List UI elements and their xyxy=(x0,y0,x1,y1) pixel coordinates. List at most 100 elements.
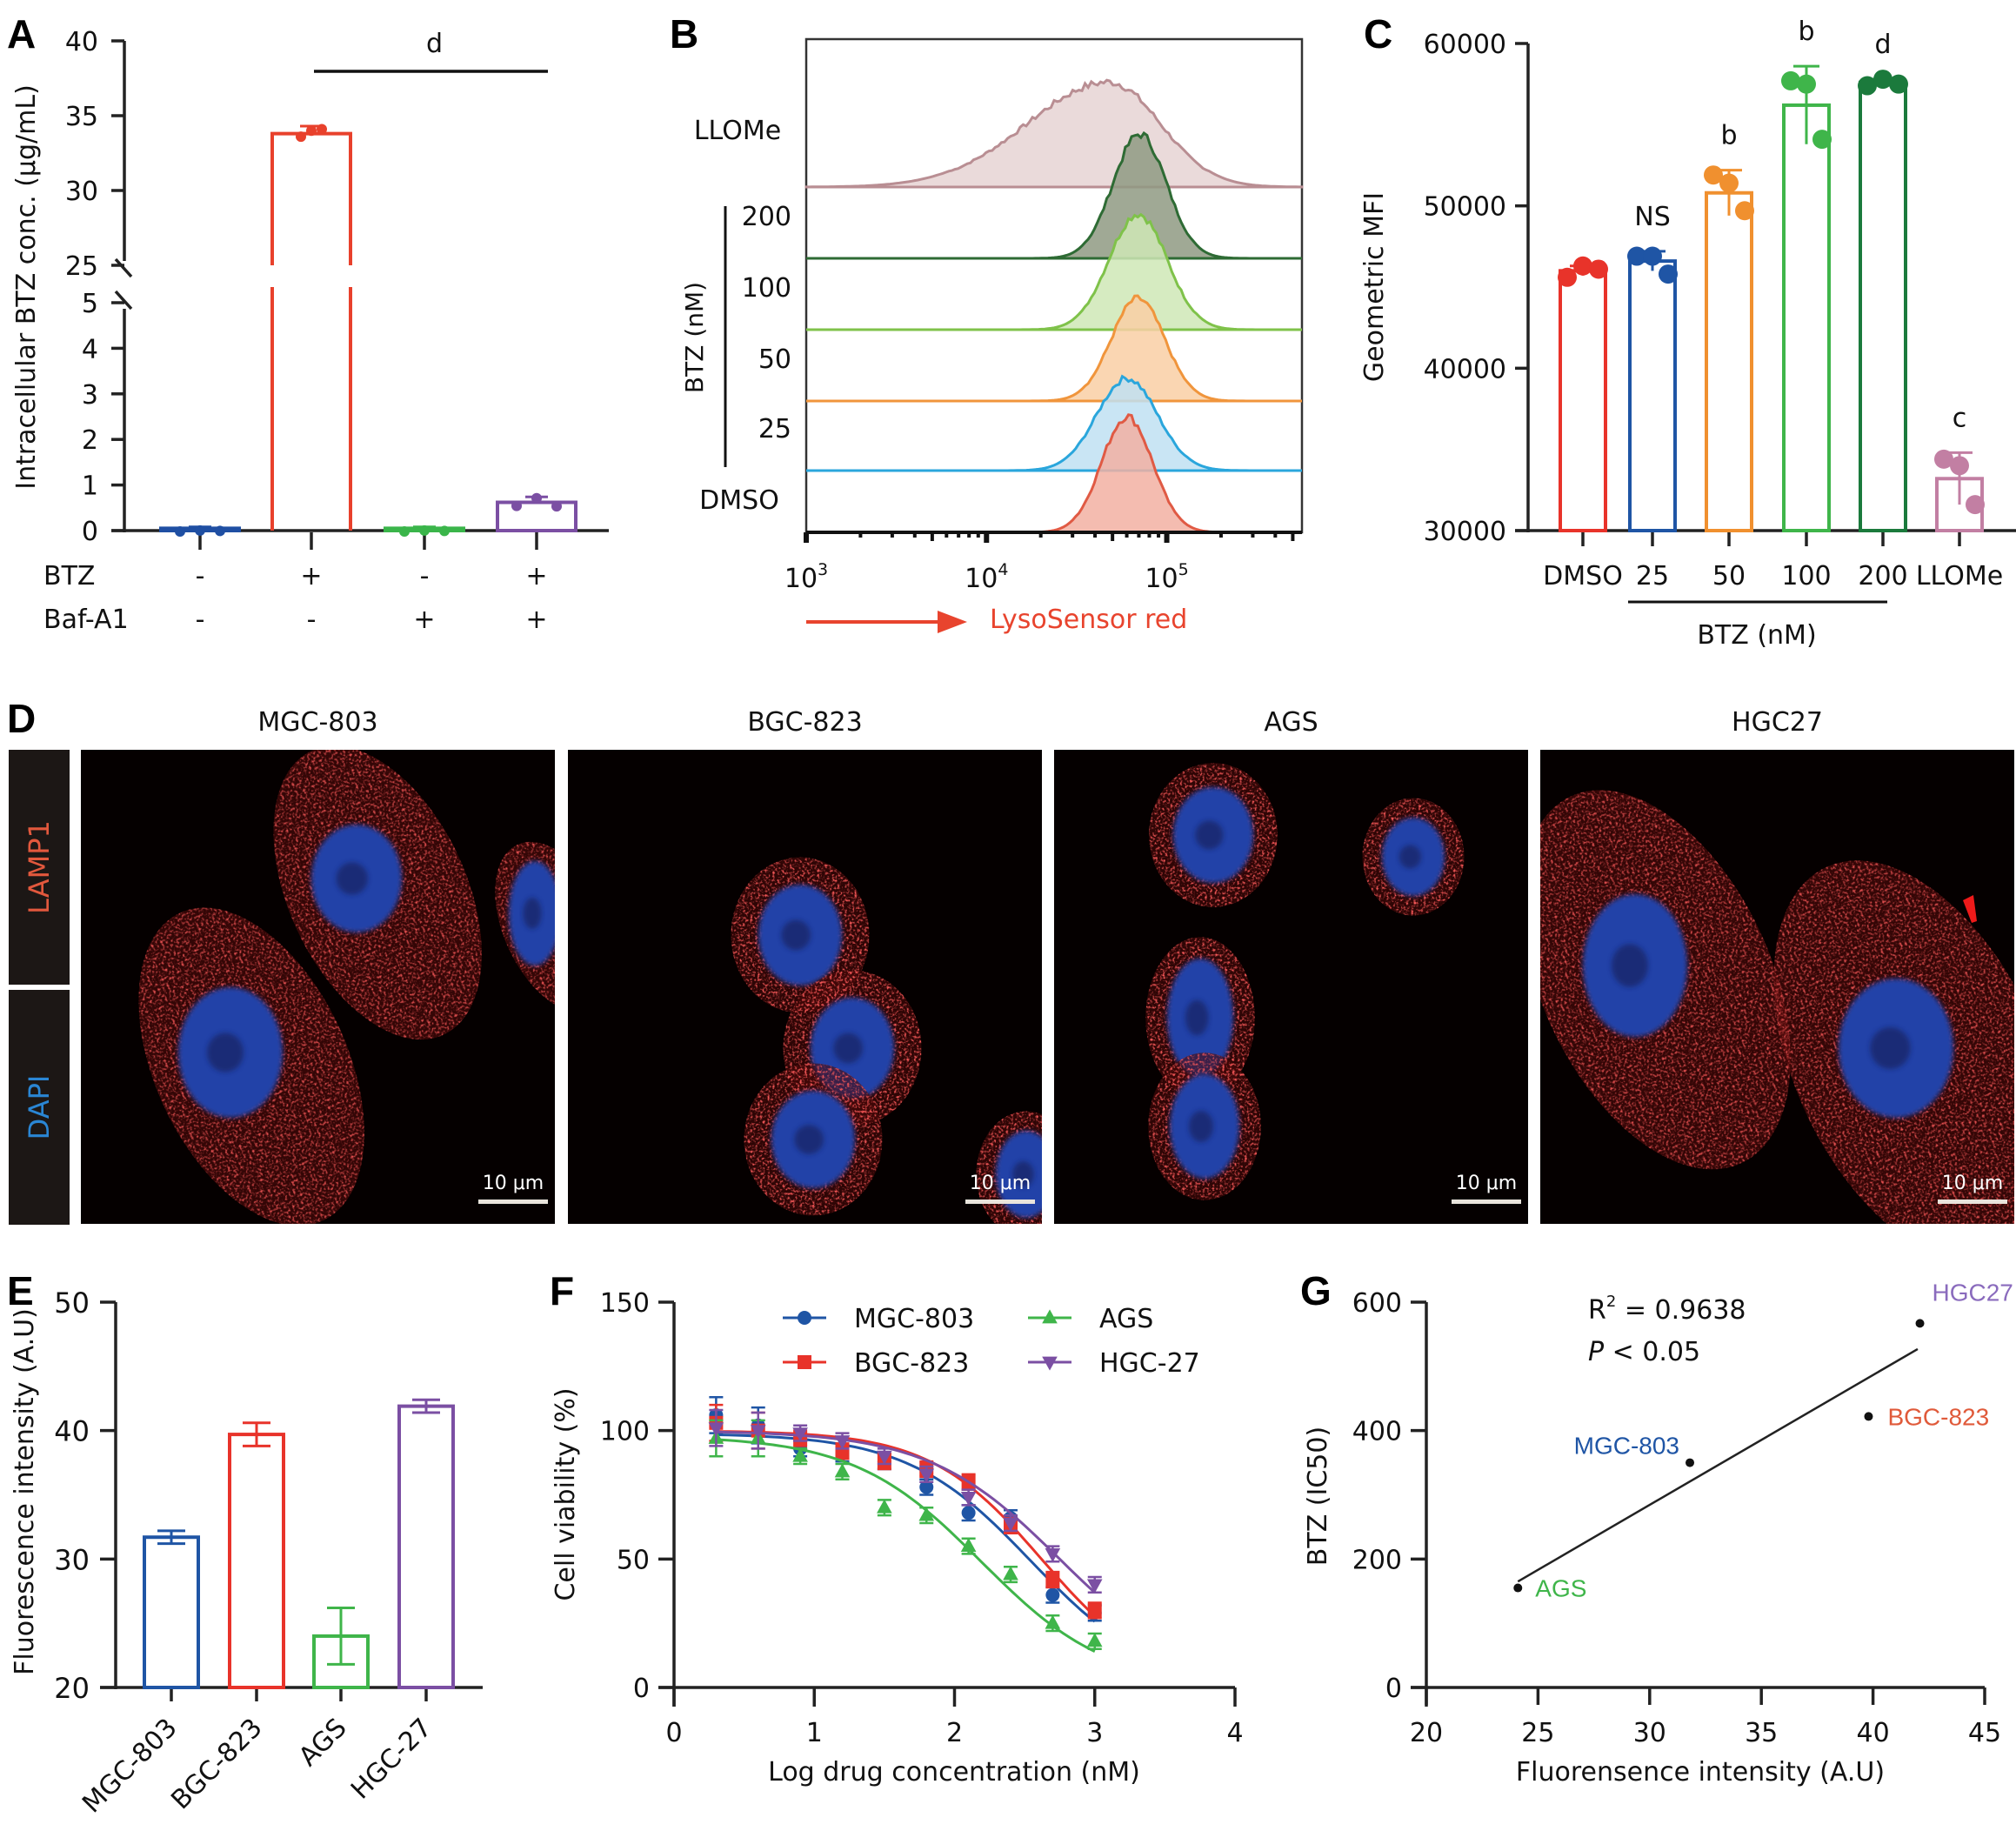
minor-tick xyxy=(1273,532,1278,538)
minor-tick xyxy=(957,532,961,538)
x-tick-label: 104 xyxy=(965,560,1008,594)
x-tick-label: LLOMe xyxy=(1916,561,2003,591)
data-point xyxy=(551,501,562,512)
significance-label: d xyxy=(426,29,443,59)
x-tick-label: MGC-803 xyxy=(77,1713,183,1819)
bar xyxy=(496,500,577,533)
y-tick-label: 30000 xyxy=(1424,517,1506,547)
point-label: HGC27 xyxy=(1933,1279,2013,1306)
x-tick-label: 4 xyxy=(1226,1718,1243,1748)
marker-triangle-down xyxy=(792,1427,808,1442)
x-tick-label: 1 xyxy=(806,1718,823,1748)
x-tick-label: HGC-27 xyxy=(345,1713,438,1806)
histogram-llome xyxy=(804,78,1304,189)
data-point xyxy=(1797,74,1816,94)
side-label-box-lamp1 xyxy=(9,750,70,985)
baf-sign: - xyxy=(307,605,317,635)
panel-label-b: B xyxy=(670,11,698,57)
y-tick-label: 50 xyxy=(617,1545,650,1575)
minor-tick xyxy=(1147,532,1152,538)
exponent: 3 xyxy=(818,560,828,579)
row-label-btz: BTZ xyxy=(43,561,95,591)
y-tick-label: 40 xyxy=(65,27,98,57)
minor-tick xyxy=(890,532,894,538)
data-point xyxy=(531,492,542,504)
panel-e: E Fluorescence intensity (A.U) 20 30 40 50 M… xyxy=(7,1268,483,1819)
marker-triangle-down xyxy=(1042,1356,1058,1371)
data-point xyxy=(1513,1583,1523,1593)
histogram-label: DMSO xyxy=(699,485,779,516)
marker-triangle-down xyxy=(1045,1548,1061,1563)
error-bar xyxy=(327,1606,355,1666)
y-tick-label: 2 xyxy=(82,425,98,456)
marker-circle xyxy=(961,1506,976,1520)
data-point xyxy=(511,500,522,511)
major-tick xyxy=(804,532,809,543)
r-squared-annotation: R2 = 0.9638 xyxy=(1588,1293,1746,1326)
minor-tick xyxy=(967,532,971,538)
y-tick-label: 1 xyxy=(82,471,98,502)
btz-sign: + xyxy=(300,561,322,591)
panel-label-a: A xyxy=(7,11,36,57)
marker-triangle-down xyxy=(708,1422,724,1437)
y-tick-label: 35 xyxy=(65,102,98,132)
r-value: = 0.9638 xyxy=(1616,1295,1746,1326)
data-point xyxy=(1864,1412,1873,1421)
x-tick-label: 25 xyxy=(1636,561,1669,591)
data-point xyxy=(1627,246,1646,266)
marker-triangle-up xyxy=(792,1447,808,1462)
bar xyxy=(270,131,352,531)
x-tick-label: 2 xyxy=(946,1718,963,1748)
plot-area: AGS MGC-803 BGC-823 HGC27 xyxy=(1513,1279,2013,1602)
y-tick-label: 25 xyxy=(65,251,98,282)
major-tick xyxy=(1164,532,1170,543)
minor-tick xyxy=(1291,532,1295,541)
bar xyxy=(1859,80,1907,533)
scale-bar-label: 10 μm xyxy=(970,1173,1031,1194)
y-axis-label: Geometric MFI xyxy=(1359,192,1390,382)
data-point xyxy=(1735,201,1754,221)
y-tick-label: 50000 xyxy=(1424,192,1506,223)
bars: d xyxy=(159,29,577,537)
image-title: MGC-803 xyxy=(257,707,377,738)
minor-tick xyxy=(1111,532,1115,541)
histogram-label: 25 xyxy=(758,414,791,444)
y-tick-label: 30 xyxy=(54,1543,90,1576)
x-tick-label: 25 xyxy=(1521,1718,1554,1748)
marker-triangle-up xyxy=(918,1507,935,1521)
marker-triangle-down xyxy=(834,1435,851,1450)
minor-tick xyxy=(1125,532,1129,538)
panel-label-g: G xyxy=(1300,1268,1332,1313)
row-label-baf-a1: Baf-A1 xyxy=(43,605,129,635)
image-title: BGC-823 xyxy=(747,707,862,738)
histogram-label: LLOMe xyxy=(694,116,781,146)
legend-item: AGS xyxy=(1028,1304,1153,1334)
marker-triangle-up xyxy=(1003,1566,1018,1580)
minor-tick xyxy=(1038,532,1043,538)
x-tick-label: 30 xyxy=(1633,1718,1666,1748)
nucleolus xyxy=(833,1032,863,1064)
scale-bar-label: 10 μm xyxy=(1942,1173,2003,1194)
image-content xyxy=(1145,763,1465,1200)
y-tick-label: 40000 xyxy=(1424,354,1506,384)
scale-bar-label: 10 μm xyxy=(1456,1173,1517,1194)
panel-c: C Geometric MFI 30000 40000 50000 60000 DMSO… xyxy=(1359,11,2016,651)
data-point xyxy=(1659,264,1678,284)
error-bar xyxy=(243,1421,270,1447)
significance-label: c xyxy=(1953,403,1967,433)
micrographs: 10 μm MGC-803 10 μm BGC-823 10 μm AGS 10 μm HGC… xyxy=(81,707,2014,1224)
error-bar xyxy=(412,1398,440,1414)
legend-label: AGS xyxy=(1099,1304,1153,1334)
histogram-labels: LLOMe 200 100 50 25 DMSO xyxy=(694,116,791,516)
minor-tick xyxy=(1093,532,1098,538)
marker-triangle-up xyxy=(1086,1633,1103,1647)
data-point xyxy=(296,131,306,143)
panel-g: G BTZ (IC50) Fluorensence intensity (A.U… xyxy=(1300,1268,2013,1788)
p-value-annotation: P < 0.05 xyxy=(1588,1337,1700,1367)
point-label: BGC-823 xyxy=(1887,1403,1989,1430)
micrograph-hgc27: 10 μm HGC27 xyxy=(1540,707,2014,1224)
side-label-lamp1: LAMP1 xyxy=(23,820,56,914)
histogram-25 xyxy=(806,374,1302,472)
panel-f: F Cell viability (%) Log drug concentrat… xyxy=(550,1268,1244,1788)
